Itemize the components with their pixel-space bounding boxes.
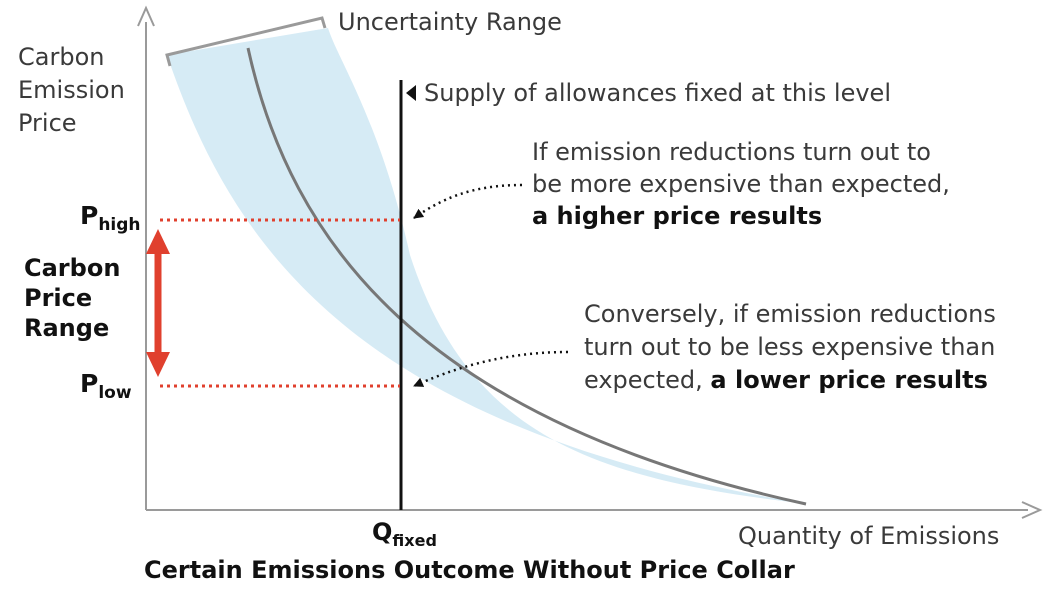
price-range-arrow-up-icon: [146, 229, 170, 254]
uncertainty-label: Uncertainty Range: [338, 8, 562, 36]
x-axis-label: Quantity of Emissions: [738, 522, 999, 550]
high-note-arrow: [413, 183, 523, 220]
q-fixed-label: Qfixed: [372, 518, 437, 550]
high-annotation: If emission reductions turn out to be mo…: [532, 138, 958, 230]
y-axis-label: Carbon Emission Price: [18, 43, 132, 137]
caption: Certain Emissions Outcome Without Price …: [144, 556, 795, 584]
p-high-label: Phigh: [80, 201, 141, 235]
p-low-label: Plow: [80, 369, 132, 403]
low-annotation: Conversely, if emission reductions turn …: [584, 300, 1004, 394]
uncertainty-bracket: [165, 16, 327, 67]
supply-note: Supply of allowances fixed at this level: [424, 79, 891, 107]
supply-pointer-icon: [406, 85, 416, 101]
price-range-arrow-down-icon: [146, 352, 170, 377]
x-axis-arrow: [1021, 501, 1043, 519]
y-axis-arrow: [137, 5, 155, 27]
demand-curve: [246, 47, 807, 506]
low-note-arrow: [413, 350, 569, 388]
uncertainty-band: [167, 28, 808, 504]
price-range-label: Carbon Price Range: [24, 254, 129, 342]
